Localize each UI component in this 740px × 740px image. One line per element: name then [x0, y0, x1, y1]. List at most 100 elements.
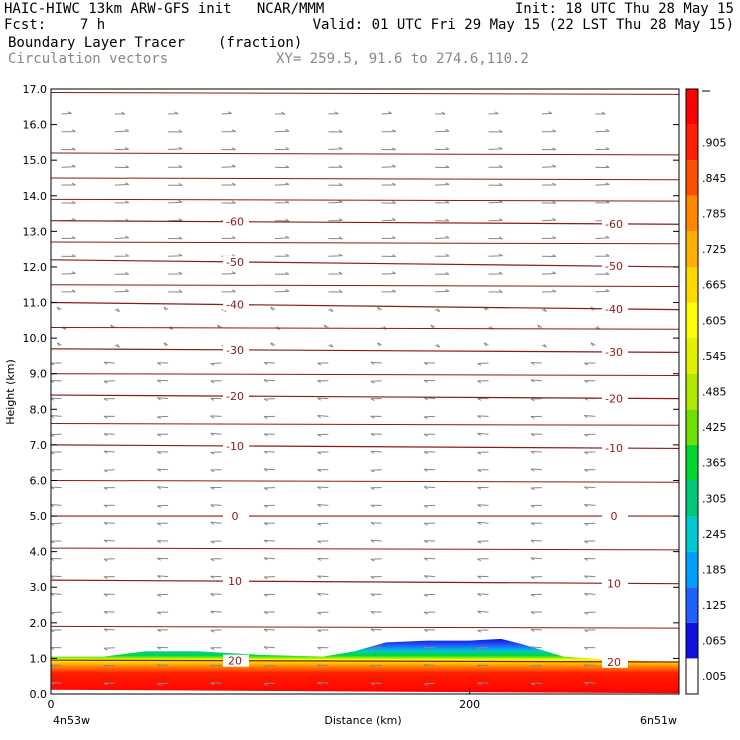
vector-arrow [210, 469, 222, 473]
vector-arrow [381, 271, 396, 275]
vector-arrow [103, 665, 115, 668]
vector-arrow [541, 111, 553, 115]
y-tick-label: 16.0 [23, 119, 48, 132]
contour-label-bg [602, 655, 628, 668]
vector-arrow [477, 486, 489, 490]
vector-arrow [595, 128, 610, 133]
contour-label-bg [602, 392, 628, 405]
y-tick-label: 3.0 [30, 581, 48, 594]
contour-line [50, 220, 680, 225]
vector-arrow [274, 128, 290, 133]
vector-arrow [370, 576, 382, 580]
vector-arrow [488, 182, 503, 186]
colorbar-swatch [686, 587, 698, 623]
vector-arrow [595, 165, 610, 169]
vector-arrow [210, 380, 222, 384]
y-tick-label: 0.0 [30, 688, 48, 701]
vector-arrow [163, 342, 169, 347]
vector-arrow [423, 433, 436, 437]
vector-arrow [381, 217, 396, 222]
vector-arrow [317, 486, 329, 490]
contour-label-bg [602, 510, 628, 523]
vector-arrow [274, 165, 290, 169]
vector-arrow [477, 629, 489, 633]
vector-arrow [210, 575, 222, 579]
vector-arrow [488, 236, 503, 240]
vector-arrow [168, 236, 183, 240]
vector-arrow [103, 415, 115, 419]
contour-label-bg [223, 343, 249, 356]
vector-arrow [317, 451, 329, 455]
vector-arrow [317, 362, 329, 366]
colorbar-label: .305 [702, 492, 727, 505]
vector-arrow [541, 164, 557, 168]
vector-arrow [584, 540, 596, 544]
vector-arrow [263, 557, 276, 561]
vector-arrow [114, 128, 130, 133]
vector-arrow [423, 629, 436, 633]
vector-arrow [317, 380, 329, 384]
vector-arrow [530, 398, 542, 402]
vector-arrow [221, 289, 236, 293]
contour-label-bg [602, 577, 628, 590]
vector-arrow [168, 271, 183, 275]
vector-arrow [435, 111, 446, 115]
vector-arrow [541, 343, 547, 348]
vector-arrow [56, 342, 62, 347]
vector-arrow [423, 504, 436, 509]
vector-arrow [50, 647, 62, 650]
contour-label-bg [602, 442, 628, 455]
vector-arrow [381, 325, 387, 330]
contour-label: -10 [605, 442, 623, 455]
colorbar-swatch [686, 516, 698, 552]
contour-label-bg [602, 302, 628, 315]
vector-arrow [423, 522, 436, 526]
vector-arrow [435, 128, 450, 133]
vector-arrow [270, 306, 276, 311]
vector-arrow [423, 397, 436, 401]
contour-label: 10 [228, 575, 242, 588]
vector-arrow [50, 593, 62, 597]
contour-line [50, 348, 680, 353]
header-line2-left: Fcst: 7 h [4, 17, 106, 33]
header-line2-right: Valid: 01 UTC Fri 29 May 15 (22 LST Thu … [312, 17, 734, 33]
y-tick-label: 6.0 [30, 474, 48, 487]
vector-arrow [317, 397, 329, 401]
vector-arrow [114, 343, 120, 348]
vector-arrow [370, 433, 382, 437]
vector-arrow [114, 253, 130, 257]
vector-arrow [584, 451, 596, 455]
contour-line [50, 394, 680, 400]
vector-arrow [595, 235, 610, 239]
vector-arrow [370, 682, 382, 686]
vector-arrow [103, 539, 115, 543]
vector-arrow [584, 611, 596, 615]
vector-arrow [595, 289, 610, 293]
vector-arrow [210, 664, 222, 668]
vector-arrow [50, 362, 62, 366]
vector-arrow [50, 611, 62, 615]
vector-arrow [488, 129, 503, 133]
vector-arrow [381, 164, 396, 168]
vector-arrow [434, 308, 441, 313]
vector-arrow [435, 253, 450, 257]
vector-arrow [423, 379, 436, 383]
contour-label: -20 [226, 390, 244, 403]
vector-arrow [435, 271, 450, 275]
vector-arrow [274, 200, 290, 204]
vector-arrow [50, 558, 62, 561]
vector-arrow [61, 147, 76, 151]
vector-arrow [317, 469, 329, 473]
vector-arrow [477, 682, 489, 686]
vector-arrow [61, 182, 76, 186]
contour-line [50, 326, 680, 330]
vector-arrow [595, 271, 610, 275]
vector-arrow [263, 539, 276, 543]
vector-arrow [423, 451, 436, 455]
vector-arrow [423, 611, 436, 615]
vector-arrow [530, 451, 542, 454]
contour-label: -40 [605, 303, 623, 316]
vector-arrow [103, 398, 115, 402]
vector-arrow [50, 629, 62, 633]
vector-arrow [103, 682, 115, 686]
